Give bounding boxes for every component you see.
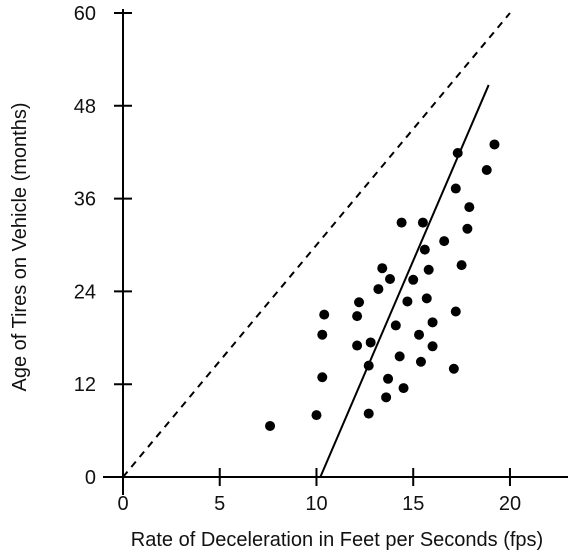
y-axis-title: Age of Tires on Vehicle (months)	[9, 102, 31, 391]
data-point	[408, 274, 419, 285]
data-point	[311, 410, 322, 421]
data-point	[265, 420, 276, 431]
data-point	[423, 264, 434, 275]
data-point	[419, 244, 430, 255]
data-point	[456, 260, 467, 271]
points-layer	[265, 139, 500, 431]
dashed-reference-line	[122, 12, 511, 478]
y-tick-label: 24	[74, 281, 96, 303]
data-point	[319, 309, 330, 320]
y-tick-label: 36	[74, 189, 96, 211]
data-point	[317, 372, 328, 383]
data-point	[352, 311, 363, 322]
data-point	[385, 274, 395, 285]
solid-fit-line	[319, 84, 490, 478]
data-point	[439, 236, 450, 247]
data-point	[363, 408, 374, 419]
data-point	[390, 320, 401, 331]
data-point	[481, 164, 492, 175]
data-point	[398, 383, 409, 394]
data-point	[450, 306, 461, 317]
y-tick-label: 0	[85, 467, 96, 489]
x-tick-label: 0	[117, 493, 128, 515]
data-point	[365, 337, 376, 348]
data-point	[450, 183, 461, 194]
x-tick-label: 10	[305, 493, 327, 515]
y-tick-label: 48	[74, 96, 96, 118]
data-point	[354, 297, 365, 308]
data-point	[352, 340, 363, 351]
x-axis-title: Rate of Deceleration in Feet per Seconds…	[131, 529, 543, 551]
data-point	[381, 392, 392, 403]
data-point	[383, 373, 394, 384]
data-point	[373, 284, 384, 295]
data-point	[489, 139, 500, 150]
y-tick-label: 60	[74, 3, 96, 25]
data-point	[417, 217, 428, 228]
x-tick-label: 5	[214, 493, 225, 515]
data-point	[464, 202, 475, 213]
data-point	[396, 217, 407, 228]
y-tick-label: 12	[74, 374, 96, 396]
data-point	[421, 293, 432, 304]
data-point	[427, 341, 438, 352]
data-point	[363, 360, 374, 371]
data-point	[452, 147, 463, 158]
ticks-layer: 0 5 10 15 20 0 12 24 36 48 60	[74, 3, 521, 515]
data-point	[448, 363, 459, 374]
data-point	[462, 223, 473, 234]
x-tick-label: 15	[402, 493, 424, 515]
data-point	[414, 329, 425, 340]
data-point	[317, 329, 328, 340]
data-point	[427, 317, 438, 328]
data-point	[394, 351, 405, 362]
lines-layer	[122, 12, 511, 478]
x-tick-label: 20	[499, 493, 521, 515]
data-point	[415, 356, 426, 367]
data-point	[377, 263, 388, 274]
data-point	[402, 296, 413, 307]
